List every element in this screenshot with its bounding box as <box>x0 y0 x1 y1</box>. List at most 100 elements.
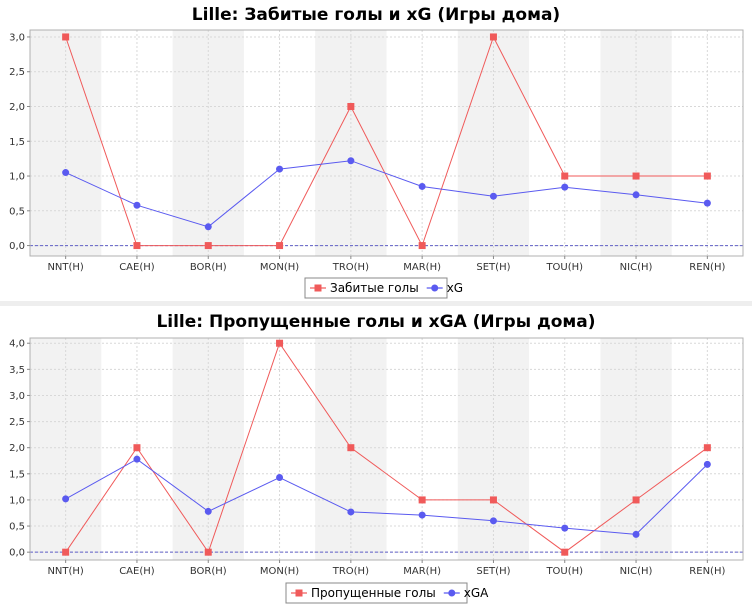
data-point-circle <box>62 169 70 177</box>
data-point-square <box>561 548 569 556</box>
x-tick-label: TOU(H) <box>545 566 583 577</box>
data-point-square <box>276 242 284 250</box>
series-line-0 <box>65 342 708 554</box>
x-tick-label: CAE(H) <box>119 262 155 273</box>
data-point-circle <box>418 182 426 190</box>
data-point-circle <box>489 192 497 200</box>
x-tick-label: BOR(H) <box>190 566 227 577</box>
data-point-square <box>347 102 355 110</box>
data-point-square <box>62 548 70 556</box>
data-point-square <box>632 172 640 180</box>
data-point-square <box>204 548 212 556</box>
data-point-square <box>703 172 711 180</box>
y-tick-label: 1,5 <box>9 469 25 480</box>
x-tick-label: TRO(H) <box>332 566 369 577</box>
y-tick-label: 4,0 <box>9 339 25 350</box>
data-point-circle <box>347 157 355 165</box>
legend-label: xGA <box>464 586 489 600</box>
x-tick-label: NNT(H) <box>47 566 83 577</box>
legend-box <box>285 582 468 604</box>
plot-frame <box>29 337 744 561</box>
legend-label: xG <box>447 281 463 295</box>
data-point-circle <box>561 524 569 532</box>
data-point-circle <box>133 201 141 209</box>
data-point-square <box>133 242 141 250</box>
series-line-1 <box>65 458 708 535</box>
y-tick-label: 2,5 <box>9 67 25 78</box>
x-tick-label: MON(H) <box>260 566 299 577</box>
legend-circle-marker <box>448 589 456 597</box>
data-point-square <box>489 33 497 41</box>
data-point-square <box>276 339 284 347</box>
plot-frame <box>29 29 744 257</box>
data-point-circle <box>204 223 212 231</box>
data-point-circle <box>703 460 711 468</box>
data-point-square <box>561 172 569 180</box>
legend: Пропущенные голы xGA <box>285 582 489 604</box>
x-tick-label: NNT(H) <box>47 262 83 273</box>
x-tick-label: CAE(H) <box>119 566 155 577</box>
legend-circle-marker <box>431 284 439 292</box>
x-tick-label: MAR(H) <box>403 262 441 273</box>
x-tick-label: TRO(H) <box>332 262 369 273</box>
x-tick-label: TOU(H) <box>545 262 583 273</box>
series-line-1 <box>65 160 708 228</box>
x-tick-label: SET(H) <box>476 262 510 273</box>
x-tick-label: NIC(H) <box>620 262 653 273</box>
data-point-square <box>703 444 711 452</box>
x-tick-label: MAR(H) <box>403 566 441 577</box>
y-tick-label: 2,0 <box>9 443 25 454</box>
y-tick-label: 1,0 <box>9 495 25 506</box>
legend-label: Пропущенные голы <box>311 586 436 600</box>
data-point-circle <box>418 511 426 519</box>
data-point-square <box>418 242 426 250</box>
y-tick-label: 0,5 <box>9 206 25 217</box>
data-point-circle <box>347 508 355 516</box>
x-tick-label: MON(H) <box>260 262 299 273</box>
data-point-circle <box>489 517 497 525</box>
data-point-circle <box>703 199 711 207</box>
data-point-circle <box>276 165 284 173</box>
data-point-square <box>62 33 70 41</box>
data-point-square <box>204 242 212 250</box>
y-tick-label: 2,5 <box>9 417 25 428</box>
legend-box <box>304 277 448 299</box>
data-point-circle <box>561 183 569 191</box>
x-tick-label: REN(H) <box>689 566 725 577</box>
y-tick-label: 3,0 <box>9 391 25 402</box>
data-point-square <box>632 496 640 504</box>
data-point-square <box>489 496 497 504</box>
data-point-circle <box>62 495 70 503</box>
conceded-xga-chart-panel: Lille: Пропущенные голы и xGA (Игры дома… <box>0 306 752 607</box>
y-tick-label: 3,0 <box>9 32 25 43</box>
data-point-circle <box>276 473 284 481</box>
goals-xg-chart-panel: Lille: Забитые голы и xG (Игры дома) 0,0 0… <box>0 0 752 301</box>
data-point-circle <box>204 507 212 515</box>
y-tick-label: 2,0 <box>9 102 25 113</box>
data-point-square <box>133 444 141 452</box>
x-tick-label: SET(H) <box>476 566 510 577</box>
data-point-circle <box>133 455 141 463</box>
y-tick-label: 0,5 <box>9 522 25 533</box>
goals-xg-chart: Lille: Забитые голы и xG (Игры дома) 0,0 0… <box>9 5 744 299</box>
legend-square-marker <box>314 284 322 292</box>
legend: Забитые голы xG <box>304 277 463 299</box>
chart-title: Lille: Пропущенные голы и xGA (Игры дома… <box>156 312 595 332</box>
y-tick-label: 1,0 <box>9 172 25 183</box>
x-tick-label: REN(H) <box>689 262 725 273</box>
data-point-circle <box>632 191 640 199</box>
data-point-circle <box>632 530 640 538</box>
conceded-xga-chart: Lille: Пропущенные голы и xGA (Игры дома… <box>9 312 744 604</box>
x-tick-label: BOR(H) <box>190 262 227 273</box>
chart-title: Lille: Забитые голы и xG (Игры дома) <box>192 5 560 25</box>
legend-square-marker <box>295 589 303 597</box>
data-point-square <box>418 496 426 504</box>
series-line-0 <box>65 35 708 247</box>
y-tick-label: 0,0 <box>9 241 25 252</box>
x-tick-label: NIC(H) <box>620 566 653 577</box>
y-tick-label: 0,0 <box>9 548 25 559</box>
legend-label: Забитые голы <box>330 281 419 295</box>
y-tick-label: 1,5 <box>9 137 25 148</box>
y-tick-label: 3,5 <box>9 365 25 376</box>
data-point-square <box>347 444 355 452</box>
